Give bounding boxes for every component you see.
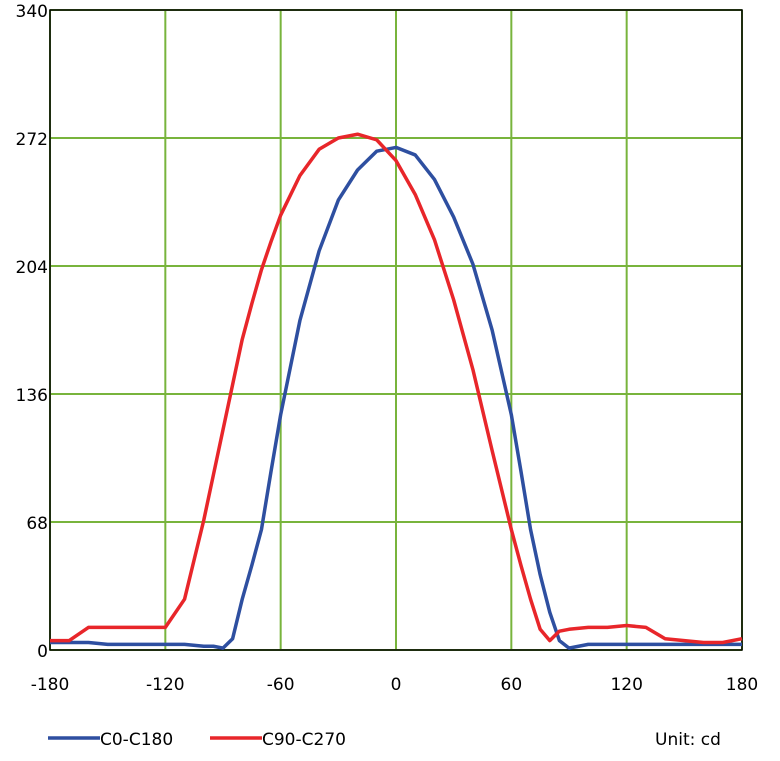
x-tick-label: -60 [267,675,295,695]
x-tick-label: 60 [501,675,523,695]
x-tick-label: -180 [31,675,70,695]
y-tick-label: 0 [37,642,48,662]
x-tick-label: -120 [146,675,185,695]
legend-label: C90-C270 [262,730,346,750]
plot-border [49,9,743,651]
y-tick-label: 272 [16,130,48,150]
y-tick-label: 204 [16,258,48,278]
x-tick-label: 0 [391,675,402,695]
y-tick-label: 68 [26,514,48,534]
x-tick-label: 180 [726,675,758,695]
series-line [50,132,743,645]
y-tick-label: 136 [16,386,48,406]
unit-annotation: Unit: cd [655,730,721,750]
x-tick-label: 120 [610,675,642,695]
legend-label: C0-C180 [100,730,173,750]
y-tick-label: 340 [16,2,48,22]
